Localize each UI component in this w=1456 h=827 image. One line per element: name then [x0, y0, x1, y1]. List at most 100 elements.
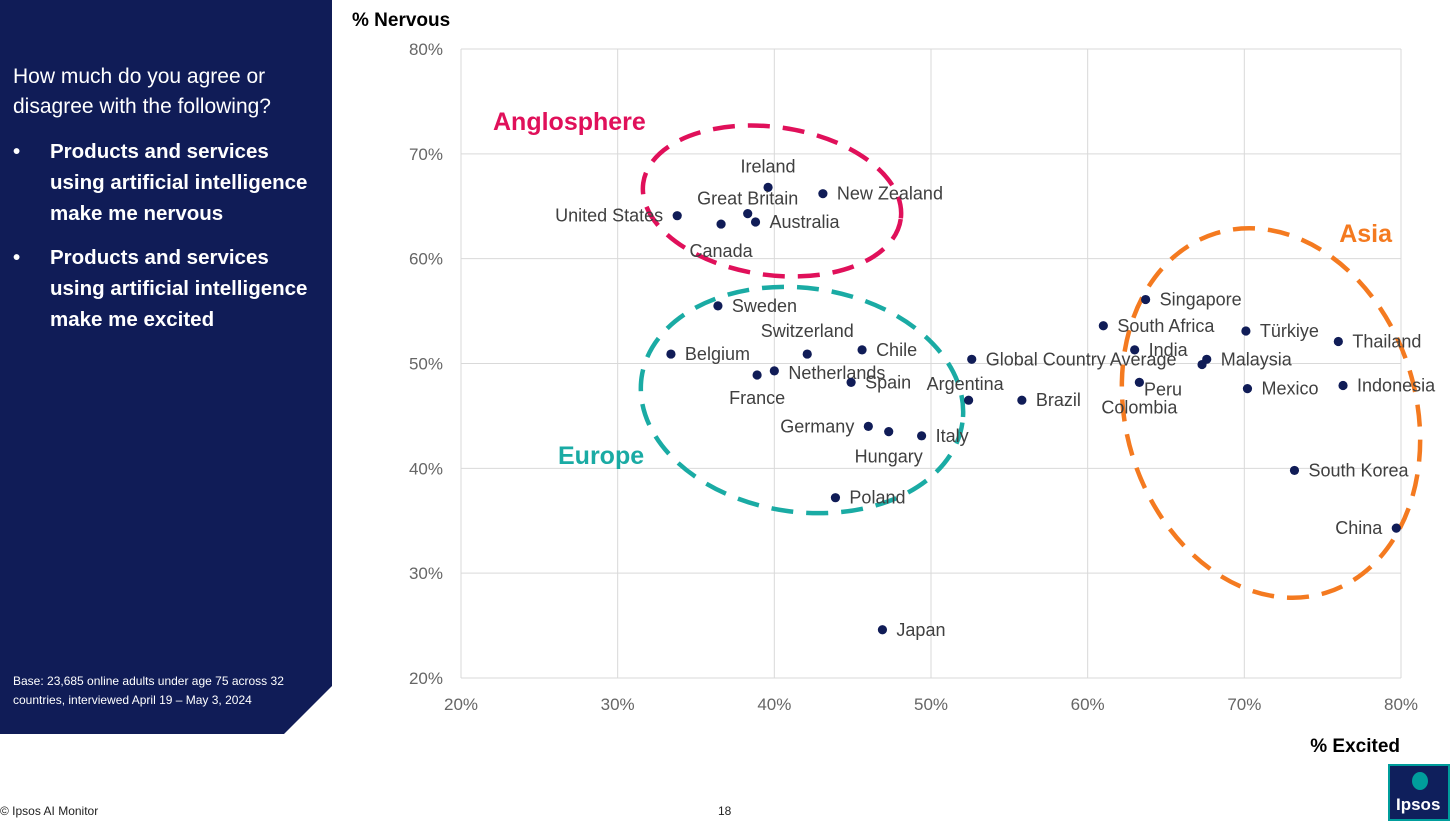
point-label-singapore: Singapore: [1160, 290, 1242, 310]
data-point-switzerland: [802, 349, 812, 359]
question-text: How much do you agree or disagree with t…: [13, 65, 271, 118]
point-label-netherlands: Netherlands: [788, 363, 885, 383]
data-point-spain: [846, 377, 856, 387]
scatter-chart: 20% 30% 40% 50% 60% 70% 80% 20% 30% 40% 50% 60% 70% 8…: [352, 10, 1436, 757]
bullet-item-nervous: • Products and services using artificial …: [13, 136, 318, 229]
point-label-australia: Australia: [770, 212, 841, 232]
point-label-indonesia: Indonesia: [1357, 376, 1436, 396]
data-point-chile: [857, 345, 867, 355]
group-ellipse-anglosphere: [640, 123, 904, 279]
data-point-hungary: [884, 427, 894, 437]
bullet-glyph: •: [13, 140, 21, 163]
data-point-germany: [863, 421, 873, 431]
group-ellipse-europe: [638, 284, 966, 516]
data-point-ireland: [763, 182, 773, 192]
point-label-great-britain: Great Britain: [697, 189, 798, 209]
bullet-text: Products and services using artificial i…: [50, 140, 308, 225]
bullet-item-excited: • Products and services using artificial …: [13, 242, 318, 335]
point-label-india: India: [1149, 340, 1189, 360]
x-tick-label: 80%: [1384, 695, 1418, 714]
data-point-united-states: [672, 211, 682, 221]
point-label-malaysia: Malaysia: [1221, 349, 1293, 369]
chart-grid: [460, 48, 1402, 679]
data-point-thailand: [1333, 336, 1343, 347]
data-point-china: [1391, 523, 1401, 533]
point-label-united-states: United States: [555, 206, 663, 226]
y-tick-label: 70%: [409, 145, 443, 164]
point-label-south-korea: South Korea: [1308, 460, 1409, 480]
data-point-poland: [830, 493, 841, 503]
data-point-south-korea: [1289, 465, 1300, 476]
data-point-india: [1130, 345, 1140, 355]
point-label-germany: Germany: [780, 416, 854, 436]
copyright-text: © Ipsos AI Monitor: [0, 804, 99, 818]
data-point-italy: [917, 431, 927, 441]
point-label-ireland: Ireland: [741, 156, 796, 176]
point-label-t-rkiye: Türkiye: [1260, 321, 1319, 341]
data-point-mexico: [1242, 384, 1253, 394]
base-note: Base: 23,685 online adults under age 75 …: [13, 674, 284, 707]
data-point-sweden: [713, 301, 723, 311]
point-label-south-africa: South Africa: [1117, 316, 1215, 336]
y-tick-label: 40%: [409, 459, 443, 478]
data-point-global-country-average: [967, 354, 977, 364]
chart-points: Ireland New Zealand Great Britain United St…: [555, 156, 1436, 639]
y-tick-label: 20%: [409, 669, 443, 688]
point-label-chile: Chile: [876, 340, 917, 360]
point-label-brazil: Brazil: [1036, 390, 1081, 410]
point-label-peru: Peru: [1144, 380, 1182, 400]
bullet-glyph: •: [13, 246, 21, 269]
sidebar-panel: How much do you agree or disagree with t…: [0, 0, 332, 734]
data-point-belgium: [666, 349, 676, 359]
data-point-france: [752, 370, 762, 380]
data-point-indonesia: [1338, 380, 1348, 391]
point-label-belgium: Belgium: [685, 344, 750, 364]
point-label-canada: Canada: [690, 241, 754, 261]
question-bullets: • Products and services using artificial …: [13, 136, 318, 348]
y-axis-label: % Nervous: [352, 10, 450, 31]
bullet-text: Products and services using artificial i…: [50, 246, 308, 331]
data-point-japan: [877, 625, 888, 635]
point-label-japan: Japan: [896, 620, 945, 640]
x-tick-label: 20%: [444, 695, 478, 714]
point-label-argentina: Argentina: [927, 374, 1005, 394]
point-label-colombia: Colombia: [1101, 397, 1178, 417]
x-tick-label: 40%: [757, 695, 791, 714]
x-tick-label: 50%: [914, 695, 948, 714]
data-point-colombia: [1134, 377, 1144, 387]
page-number: 18: [718, 804, 732, 818]
x-axis-label: % Excited: [1310, 736, 1400, 757]
x-tick-label: 30%: [601, 695, 635, 714]
data-point-t-rkiye: [1241, 326, 1251, 336]
x-tick-label: 70%: [1227, 695, 1261, 714]
group-label-asia: Asia: [1339, 220, 1393, 248]
y-tick-label: 60%: [409, 250, 443, 269]
point-label-china: China: [1335, 518, 1383, 538]
point-label-new-zealand: New Zealand: [837, 184, 943, 204]
ipsos-logo: Ipsos: [1388, 764, 1450, 821]
point-label-thailand: Thailand: [1352, 331, 1421, 351]
point-label-mexico: Mexico: [1261, 379, 1318, 399]
group-ellipse-asia: [1119, 226, 1423, 600]
group-label-anglosphere: Anglosphere: [493, 108, 646, 136]
data-point-netherlands: [769, 366, 779, 376]
point-label-poland: Poland: [849, 488, 905, 508]
point-label-sweden: Sweden: [732, 296, 797, 316]
point-label-spain: Spain: [865, 372, 911, 392]
data-point-argentina: [964, 395, 974, 405]
y-tick-label: 30%: [409, 564, 443, 583]
y-tick-label: 80%: [409, 40, 443, 59]
data-point-south-africa: [1098, 321, 1108, 331]
point-label-italy: Italy: [936, 426, 969, 446]
data-point-brazil: [1017, 395, 1027, 405]
logo-text: Ipsos: [1396, 795, 1441, 814]
y-tick-label: 50%: [409, 355, 443, 374]
data-point-canada: [716, 219, 726, 229]
point-label-global-country-average: Global Country Average: [986, 349, 1177, 369]
data-point-new-zealand: [818, 189, 828, 199]
x-tick-label: 60%: [1071, 695, 1105, 714]
data-point-australia: [750, 217, 761, 227]
point-label-france: France: [729, 388, 785, 408]
data-point-malaysia: [1202, 354, 1212, 364]
point-label-hungary: Hungary: [855, 447, 923, 467]
